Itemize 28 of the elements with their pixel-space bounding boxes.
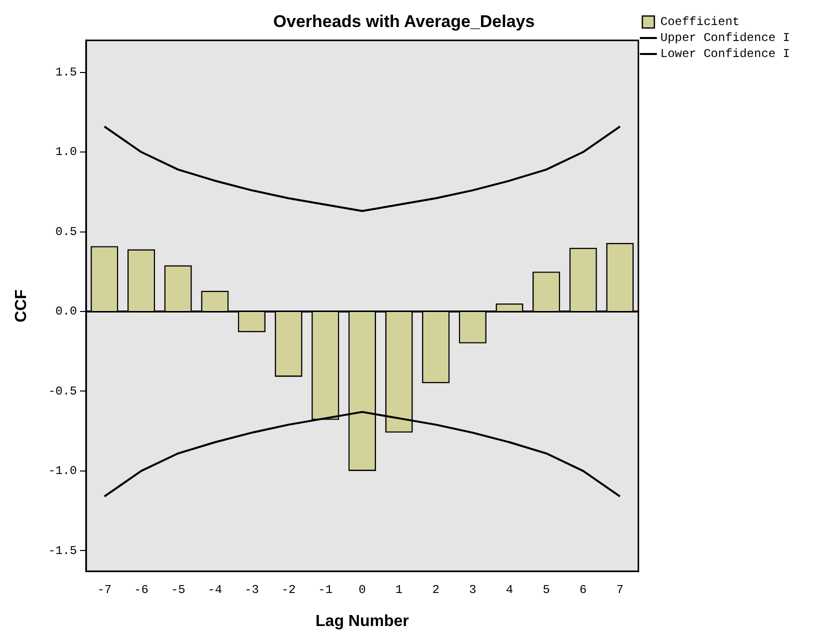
y-tick-label: -1.5 bbox=[48, 544, 78, 558]
y-tick-label: 0.0 bbox=[55, 304, 78, 319]
chart-title: Overheads with Average_Delays bbox=[273, 12, 535, 31]
x-tick-label: 5 bbox=[542, 582, 550, 597]
legend-label: Upper Confidence I bbox=[660, 31, 790, 46]
x-tick-label: 1 bbox=[395, 582, 403, 597]
x-tick-label: 2 bbox=[432, 582, 440, 597]
x-tick-label: 3 bbox=[469, 582, 476, 597]
x-axis-title: Lag Number bbox=[316, 612, 409, 630]
y-tick-label: -0.5 bbox=[48, 384, 78, 398]
y-axis-title: CCF bbox=[13, 289, 30, 322]
x-tick-label: -6 bbox=[134, 582, 148, 597]
y-tick-label: 1.0 bbox=[55, 145, 78, 160]
y-tick-label: -1.0 bbox=[48, 464, 78, 478]
x-tick-label: -5 bbox=[170, 582, 186, 597]
x-tick-label: 0 bbox=[358, 582, 366, 597]
legend-label: Lower Confidence I bbox=[660, 47, 790, 62]
x-tick-label: 6 bbox=[580, 582, 587, 597]
x-tick-label: 7 bbox=[616, 582, 624, 597]
x-tick-label: -7 bbox=[97, 582, 112, 597]
x-tick-label: -1 bbox=[318, 582, 333, 597]
x-tick-label: 4 bbox=[506, 582, 514, 597]
y-tick-label: 1.5 bbox=[55, 65, 78, 80]
x-tick-label: -4 bbox=[208, 582, 222, 597]
x-tick-label: -2 bbox=[281, 582, 296, 597]
x-tick-label: -3 bbox=[244, 582, 259, 597]
legend-label: Coefficient bbox=[660, 15, 740, 30]
y-tick-label: 0.5 bbox=[55, 224, 78, 239]
